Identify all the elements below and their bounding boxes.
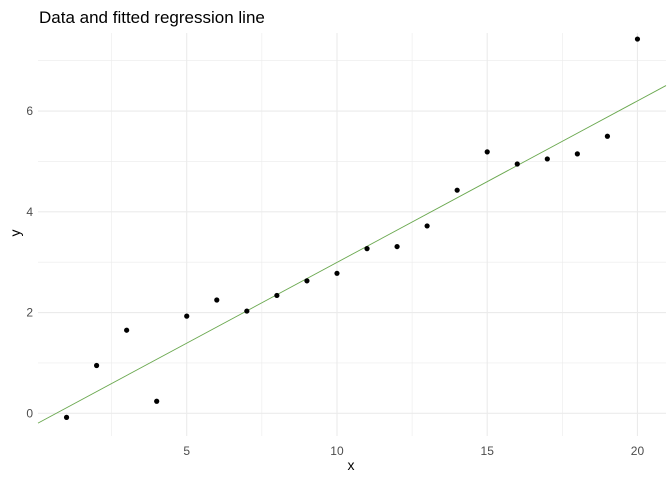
- x-tick-label: 5: [183, 444, 190, 458]
- data-point: [514, 161, 520, 167]
- data-point: [304, 278, 310, 284]
- data-point: [184, 313, 190, 319]
- data-point: [124, 327, 130, 333]
- data-point: [154, 398, 160, 404]
- chart-title: Data and fitted regression line: [39, 8, 265, 27]
- y-tick-label: 2: [26, 306, 33, 320]
- x-tick-label: 20: [631, 444, 645, 458]
- data-point: [364, 246, 370, 252]
- minor-gridlines: [38, 33, 666, 436]
- y-tick-label: 0: [26, 406, 33, 420]
- data-point: [274, 292, 280, 299]
- data-point: [244, 308, 250, 314]
- data-point: [63, 414, 70, 420]
- data-point: [394, 243, 400, 250]
- x-tick-labels: 5 10 15 20: [183, 444, 644, 458]
- data-point: [544, 156, 550, 162]
- data-point: [93, 362, 100, 369]
- data-point: [634, 36, 641, 42]
- y-tick-labels: 0 2 4 6: [26, 104, 33, 420]
- x-tick-label: 10: [330, 444, 344, 458]
- data-point: [604, 133, 611, 139]
- data-point: [454, 187, 460, 193]
- regression-line: [37, 85, 667, 424]
- x-axis-label: x: [348, 457, 355, 473]
- major-gridlines: [38, 33, 666, 436]
- data-point: [334, 270, 340, 276]
- data-point: [574, 151, 580, 157]
- y-tick-label: 6: [26, 104, 33, 118]
- data-point: [484, 149, 490, 155]
- x-tick-label: 15: [481, 444, 495, 458]
- data-points: [63, 36, 641, 420]
- data-point: [214, 297, 220, 303]
- data-point: [424, 223, 430, 229]
- y-axis-label: y: [7, 230, 23, 237]
- y-tick-label: 4: [26, 205, 33, 219]
